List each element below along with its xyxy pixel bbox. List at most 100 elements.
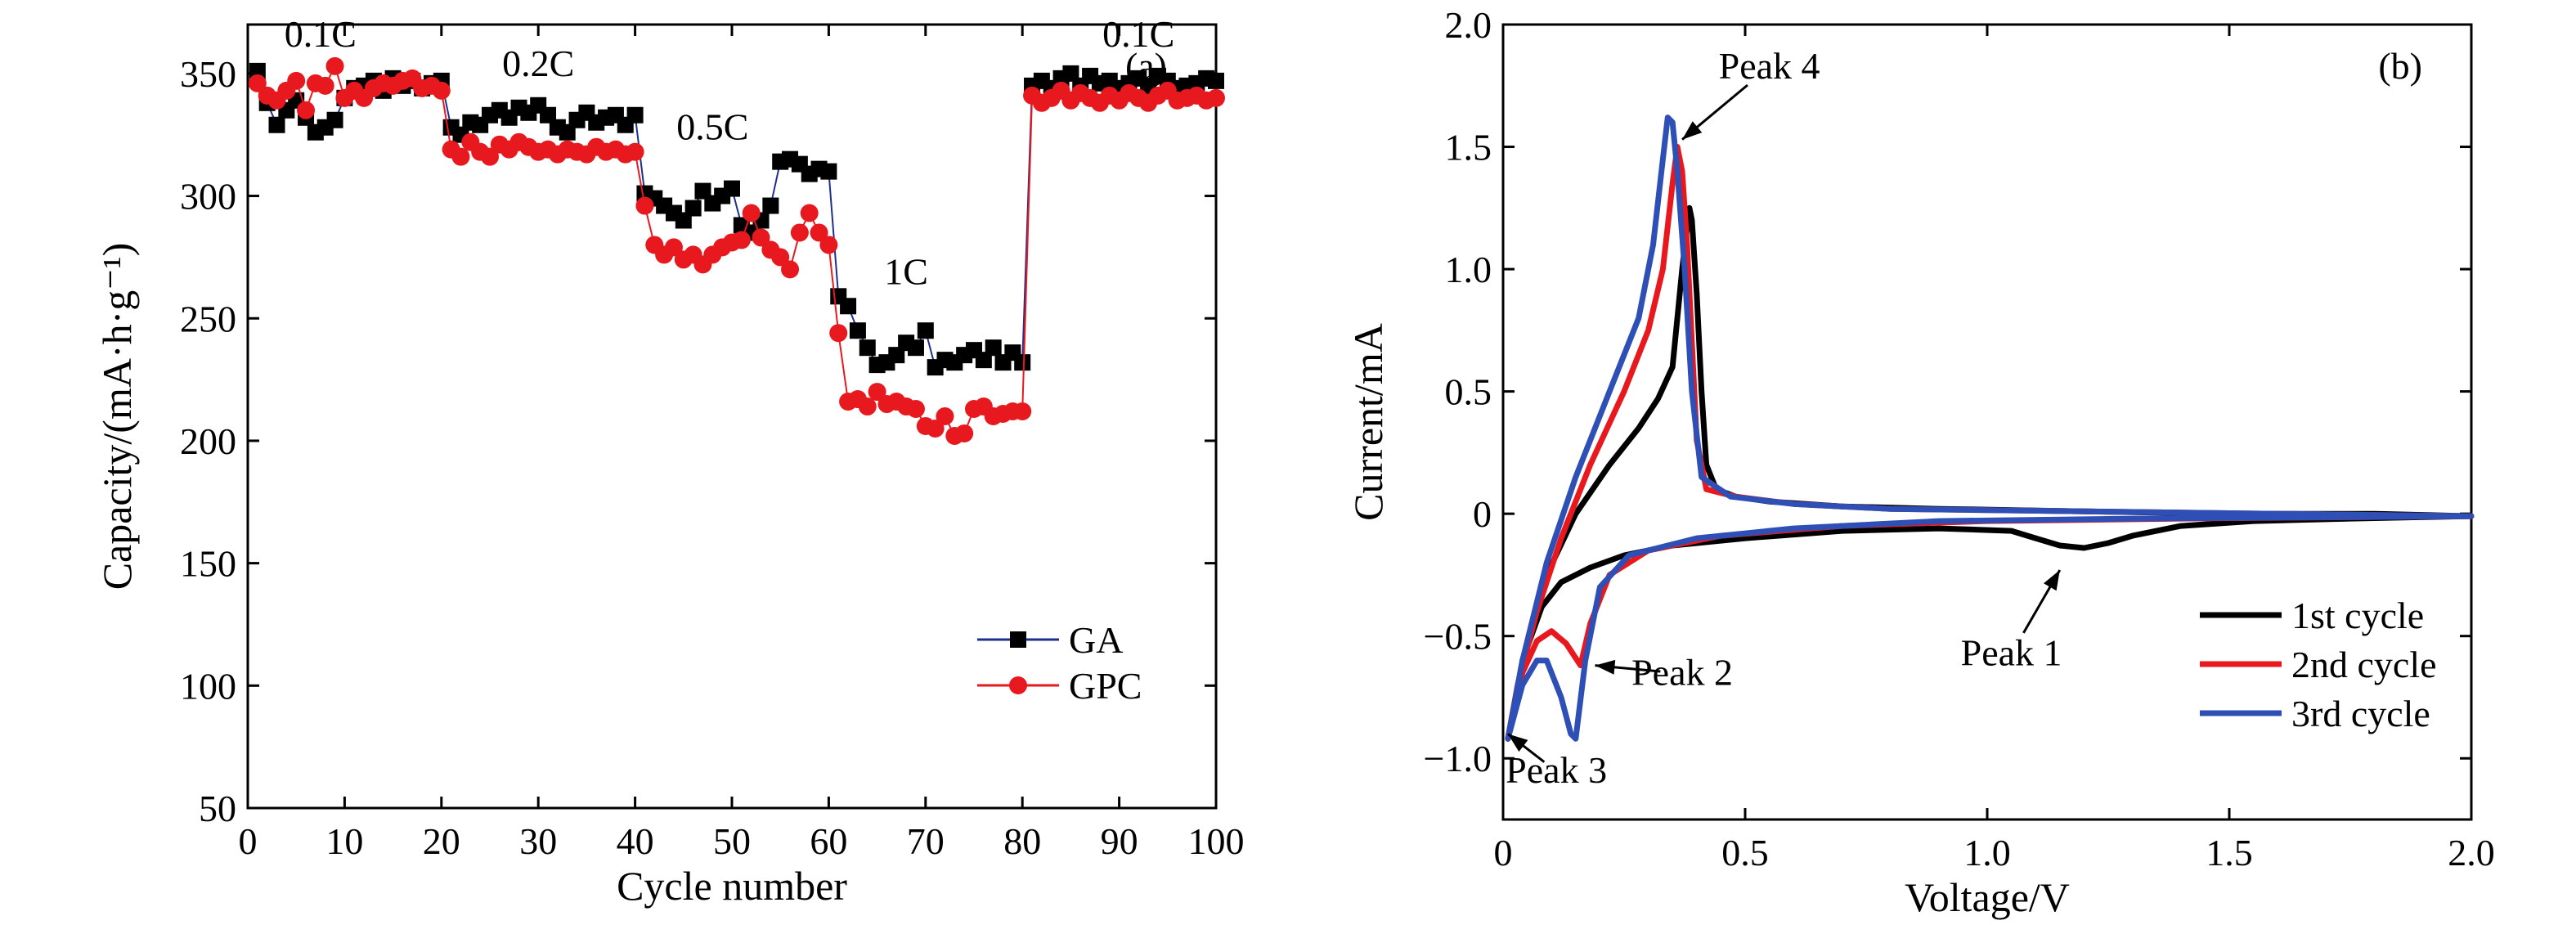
peak-arrow-head — [1507, 734, 1528, 752]
data-point-gpc — [287, 71, 306, 90]
y-tick-label: 50 — [199, 788, 236, 829]
legend-label-gpc: GPC — [1069, 665, 1142, 707]
x-tick-label: 1.5 — [2206, 832, 2253, 873]
x-tick-label: 20 — [423, 820, 460, 862]
data-point-ga — [268, 116, 285, 133]
y-tick-label: −1.0 — [1424, 738, 1492, 779]
data-point-ga — [1014, 354, 1031, 371]
x-tick-label: 80 — [1003, 820, 1041, 862]
data-point-ga — [985, 339, 1002, 357]
data-point-gpc — [664, 238, 683, 257]
y-tick-label: 1.0 — [1445, 249, 1492, 290]
y-tick-label: 350 — [180, 53, 236, 95]
panel-b-cv-chart: 0 0.5 1.0 1.5 2.0 −1.0 −0.5 0 0.5 1.0 1.5 2.0 Voltag… — [1345, 4, 2495, 920]
data-point-ga — [1208, 72, 1224, 89]
data-point-gpc — [868, 383, 886, 402]
peak-label: Peak 3 — [1506, 749, 1607, 791]
data-point-gpc — [829, 324, 848, 343]
peak-label: Peak 4 — [1719, 45, 1820, 87]
data-point-ga — [907, 339, 924, 357]
data-point-ga — [626, 106, 644, 123]
data-point-gpc — [635, 196, 654, 215]
x-axis-title: Voltage/V — [1905, 874, 2070, 920]
x-tick-label: 0 — [239, 820, 258, 862]
data-point-gpc — [732, 231, 751, 249]
x-tick-label: 40 — [617, 820, 654, 862]
data-point-gpc — [325, 56, 344, 75]
data-point-ga — [840, 298, 857, 315]
data-point-gpc — [790, 223, 809, 242]
x-tick-label: 0 — [1494, 832, 1513, 873]
x-tick-label: 30 — [519, 820, 557, 862]
rate-label: 0.5C — [676, 106, 748, 148]
data-point-gpc — [297, 101, 316, 119]
data-point-gpc — [432, 81, 451, 100]
y-tick-label: 0 — [1473, 493, 1492, 535]
y-tick-label: 200 — [180, 420, 236, 462]
y-tick-label: 150 — [180, 543, 236, 585]
data-point-gpc — [752, 228, 770, 247]
rate-label: 1C — [884, 250, 928, 292]
x-tick-label: 60 — [810, 820, 847, 862]
rate-label: 0.1C — [285, 13, 357, 55]
data-point-gpc — [1207, 88, 1225, 107]
panel-tag: (b) — [2378, 45, 2422, 87]
legend-label-ga: GA — [1069, 619, 1123, 661]
data-point-gpc — [955, 424, 974, 442]
peak-arrow-head — [1682, 121, 1703, 140]
x-tick-label: 1.0 — [1963, 832, 2011, 873]
x-tick-label: 100 — [1188, 820, 1245, 862]
x-tick-label: 0.5 — [1721, 832, 1769, 873]
data-point-ga — [917, 322, 934, 339]
data-point-gpc — [451, 147, 470, 166]
legend-marker-circle — [1009, 676, 1027, 694]
data-point-gpc — [810, 223, 828, 242]
y-tick-label: 1.5 — [1445, 127, 1492, 168]
rate-label: 0.1C — [1102, 13, 1174, 55]
data-point-ga — [762, 197, 779, 214]
data-point-ga — [326, 111, 343, 128]
y-axis-title: Current/mA — [1345, 323, 1391, 521]
panel-a-capacity-chart: 0 10 20 30 40 50 60 70 80 90 100 50 100 150 200 250 300 3… — [94, 13, 1245, 909]
data-point-ga — [249, 62, 266, 79]
y-tick-label: 2.0 — [1445, 4, 1492, 46]
y-tick-label: −0.5 — [1424, 616, 1492, 658]
x-tick-label: 50 — [713, 820, 751, 862]
data-point-gpc — [1013, 402, 1032, 421]
data-point-gpc — [742, 204, 761, 222]
data-point-gpc — [936, 407, 954, 425]
data-point-gpc — [819, 236, 838, 254]
data-point-gpc — [626, 142, 644, 161]
data-point-ga — [684, 200, 702, 217]
legend-label-cycle-1: 1st cycle — [2291, 595, 2424, 636]
peak-label: Peak 2 — [1631, 652, 1733, 694]
data-point-gpc — [771, 248, 790, 267]
peak-arrow-head — [1595, 659, 1616, 675]
y-tick-label: 250 — [180, 298, 236, 339]
peak-label: Peak 1 — [1961, 632, 2062, 674]
x-tick-label: 90 — [1101, 820, 1138, 862]
data-point-gpc — [800, 204, 819, 222]
data-point-gpc — [858, 397, 877, 416]
data-point-gpc — [926, 419, 945, 438]
y-axis-title: Capacity/(mA·h·g⁻¹) — [94, 243, 140, 590]
data-point-ga — [724, 180, 740, 197]
x-tick-label: 10 — [325, 820, 363, 862]
y-tick-label: 300 — [180, 176, 236, 218]
data-point-ga — [859, 339, 876, 357]
legend-marker-square — [1010, 631, 1026, 648]
peak-arrow-head — [2044, 569, 2060, 591]
data-point-gpc — [481, 147, 499, 166]
x-axis-title: Cycle number — [617, 863, 847, 909]
cv-curve-3 — [1505, 115, 2475, 742]
data-point-gpc — [316, 76, 334, 95]
legend-label-cycle-3: 3rd cycle — [2291, 693, 2430, 734]
data-point-ga — [820, 163, 837, 180]
legend-label-cycle-2: 2nd cycle — [2291, 644, 2437, 685]
data-point-gpc — [781, 260, 800, 279]
data-point-gpc — [906, 400, 925, 419]
rate-label: 0.2C — [502, 43, 574, 84]
x-tick-label: 2.0 — [2448, 832, 2495, 873]
data-point-ga — [849, 322, 866, 339]
